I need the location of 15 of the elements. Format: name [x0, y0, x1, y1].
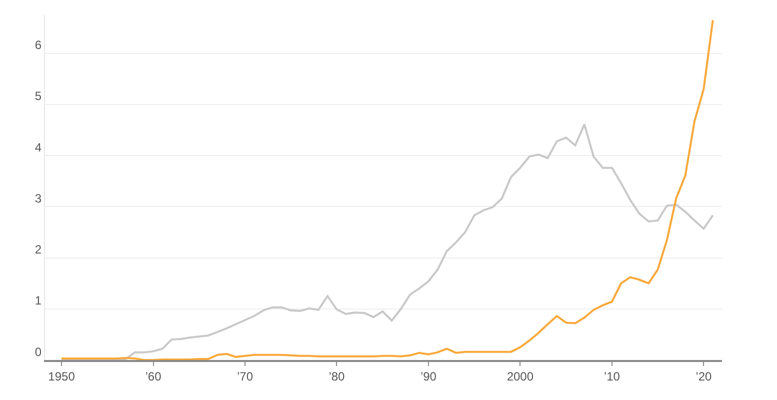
x-tick-label: ’90	[420, 369, 437, 384]
x-tick-label: ’70	[236, 369, 254, 384]
x-tick-label: ’80	[328, 369, 346, 384]
y-tick-label: 6	[34, 38, 42, 52]
y-tick-label: 5	[34, 89, 42, 104]
x-tick-label: ’20	[696, 369, 712, 384]
y-tick-label: 4	[34, 140, 42, 154]
x-tick-label: ’10	[604, 369, 620, 384]
y-tick-label: 3	[34, 191, 42, 206]
x-tick-label: ’60	[145, 369, 162, 384]
x-tick-label: 1950	[48, 369, 76, 384]
y-tick-label: 0	[34, 344, 42, 359]
y-tick-label: 1	[34, 294, 42, 308]
x-tick-label: 2000	[506, 369, 534, 384]
y-tick-label: 2	[34, 242, 42, 257]
